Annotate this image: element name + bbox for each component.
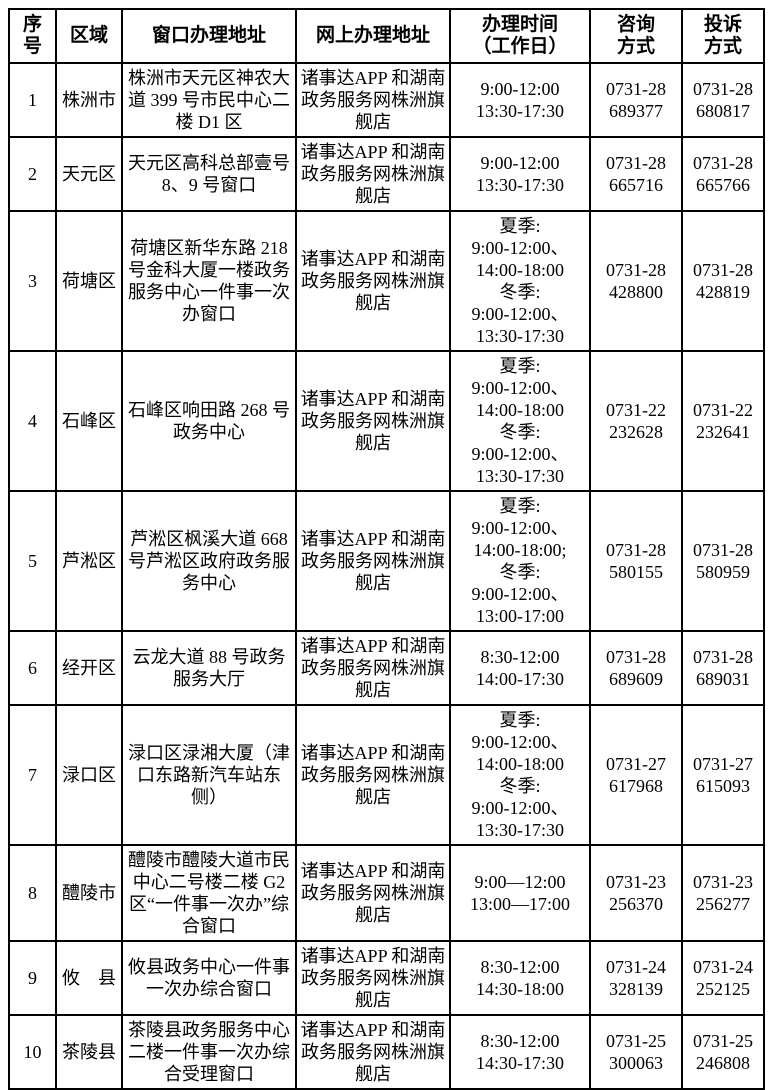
- table-row: 7 渌口区 渌口区渌湘大厦（津口东路新汽车站东侧） 诸事达APP 和湖南政务服务…: [8, 704, 765, 846]
- serial-cell: 6: [8, 630, 57, 706]
- complaint-phone-cell: 0731-25 246808: [681, 1014, 765, 1090]
- header-online-address: 网上办理地址: [295, 8, 451, 64]
- complaint-phone-cell: 0731-23 256277: [681, 844, 765, 942]
- consult-phone-cell: 0731-23 256370: [589, 844, 683, 942]
- consult-phone-cell: 0731-28 428800: [589, 210, 683, 352]
- table-row: 6 经开区 云龙大道 88 号政务服务大厅 诸事达APP 和湖南政务服务网株洲旗…: [8, 630, 765, 706]
- table-row: 10 茶陵县 茶陵县政务服务中心二楼一件事一次办综合受理窗口 诸事达APP 和湖…: [8, 1014, 765, 1090]
- serial-cell: 9: [8, 940, 57, 1016]
- table-row: 3 荷塘区 荷塘区新华东路 218 号金科大厦一楼政务服务中心一件事一次办窗口 …: [8, 210, 765, 352]
- address-cell: 云龙大道 88 号政务服务大厅: [121, 630, 297, 706]
- serial-cell: 8: [8, 844, 57, 942]
- region-cell: 株洲市: [55, 62, 123, 138]
- region-cell: 石峰区: [55, 350, 123, 492]
- online-address-cell: 诸事达APP 和湖南政务服务网株洲旗舰店: [295, 210, 451, 352]
- serial-cell: 10: [8, 1014, 57, 1090]
- header-window-address: 窗口办理地址: [121, 8, 297, 64]
- table-row: 2 天元区 天元区高科总部壹号 8、9 号窗口 诸事达APP 和湖南政务服务网株…: [8, 136, 765, 212]
- address-cell: 茶陵县政务服务中心二楼一件事一次办综合受理窗口: [121, 1014, 297, 1090]
- table-row: 1 株洲市 株洲市天元区神农大道 399 号市民中心二楼 D1 区 诸事达APP…: [8, 62, 765, 138]
- table-row: 5 芦淞区 芦淞区枫溪大道 668 号芦淞区政府政务服务中心 诸事达APP 和湖…: [8, 490, 765, 632]
- region-cell: 攸 县: [55, 940, 123, 1016]
- header-consult-phone: 咨询 方式: [589, 8, 683, 64]
- online-address-cell: 诸事达APP 和湖南政务服务网株洲旗舰店: [295, 704, 451, 846]
- online-address-cell: 诸事达APP 和湖南政务服务网株洲旗舰店: [295, 940, 451, 1016]
- complaint-phone-cell: 0731-22 232641: [681, 350, 765, 492]
- consult-phone-cell: 0731-24 328139: [589, 940, 683, 1016]
- consult-phone-cell: 0731-28 689377: [589, 62, 683, 138]
- consult-phone-cell: 0731-22 232628: [589, 350, 683, 492]
- header-complaint-phone: 投诉 方式: [681, 8, 765, 64]
- serial-cell: 2: [8, 136, 57, 212]
- region-cell: 芦淞区: [55, 490, 123, 632]
- address-cell: 攸县政务中心一件事一次办综合窗口: [121, 940, 297, 1016]
- region-cell: 荷塘区: [55, 210, 123, 352]
- complaint-phone-cell: 0731-28 680817: [681, 62, 765, 138]
- hours-cell: 8:30-12:00 14:30-17:30: [449, 1014, 591, 1090]
- consult-phone-cell: 0731-28 665716: [589, 136, 683, 212]
- online-address-cell: 诸事达APP 和湖南政务服务网株洲旗舰店: [295, 136, 451, 212]
- hours-cell: 8:30-12:00 14:30-18:00: [449, 940, 591, 1016]
- consult-phone-cell: 0731-27 617968: [589, 704, 683, 846]
- complaint-phone-cell: 0731-28 689031: [681, 630, 765, 706]
- hours-cell: 9:00-12:00 13:30-17:30: [449, 62, 591, 138]
- header-region: 区域: [55, 8, 123, 64]
- service-locations-table: 序 号 区域 窗口办理地址 网上办理地址 办理时间 （工作日） 咨询 方式 投诉…: [8, 8, 765, 1090]
- online-address-cell: 诸事达APP 和湖南政务服务网株洲旗舰店: [295, 490, 451, 632]
- address-cell: 醴陵市醴陵大道市民中心二号楼二楼 G2 区“一件事一次办”综合窗口: [121, 844, 297, 942]
- online-address-cell: 诸事达APP 和湖南政务服务网株洲旗舰店: [295, 62, 451, 138]
- serial-cell: 4: [8, 350, 57, 492]
- online-address-cell: 诸事达APP 和湖南政务服务网株洲旗舰店: [295, 1014, 451, 1090]
- consult-phone-cell: 0731-25 300063: [589, 1014, 683, 1090]
- hours-cell: 9:00—12:00 13:00—17:00: [449, 844, 591, 942]
- complaint-phone-cell: 0731-28 428819: [681, 210, 765, 352]
- region-cell: 经开区: [55, 630, 123, 706]
- serial-cell: 3: [8, 210, 57, 352]
- header-serial-number: 序 号: [8, 8, 57, 64]
- complaint-phone-cell: 0731-28 665766: [681, 136, 765, 212]
- complaint-phone-cell: 0731-24 252125: [681, 940, 765, 1016]
- consult-phone-cell: 0731-28 580155: [589, 490, 683, 632]
- region-cell: 茶陵县: [55, 1014, 123, 1090]
- table-row: 8 醴陵市 醴陵市醴陵大道市民中心二号楼二楼 G2 区“一件事一次办”综合窗口 …: [8, 844, 765, 942]
- hours-cell: 夏季: 9:00-12:00、 14:00-18:00 冬季: 9:00-12:…: [449, 210, 591, 352]
- hours-cell: 夏季: 9:00-12:00、 14:00-18:00 冬季: 9:00-12:…: [449, 704, 591, 846]
- complaint-phone-cell: 0731-27 615093: [681, 704, 765, 846]
- hours-cell: 夏季: 9:00-12:00、 14:00-18:00; 冬季: 9:00-12…: [449, 490, 591, 632]
- table-header-row: 序 号 区域 窗口办理地址 网上办理地址 办理时间 （工作日） 咨询 方式 投诉…: [8, 8, 765, 64]
- address-cell: 株洲市天元区神农大道 399 号市民中心二楼 D1 区: [121, 62, 297, 138]
- online-address-cell: 诸事达APP 和湖南政务服务网株洲旗舰店: [295, 350, 451, 492]
- hours-cell: 8:30-12:00 14:00-17:30: [449, 630, 591, 706]
- online-address-cell: 诸事达APP 和湖南政务服务网株洲旗舰店: [295, 630, 451, 706]
- table-row: 9 攸 县 攸县政务中心一件事一次办综合窗口 诸事达APP 和湖南政务服务网株洲…: [8, 940, 765, 1016]
- region-cell: 天元区: [55, 136, 123, 212]
- serial-cell: 7: [8, 704, 57, 846]
- header-hours: 办理时间 （工作日）: [449, 8, 591, 64]
- serial-cell: 1: [8, 62, 57, 138]
- online-address-cell: 诸事达APP 和湖南政务服务网株洲旗舰店: [295, 844, 451, 942]
- document-page: 序 号 区域 窗口办理地址 网上办理地址 办理时间 （工作日） 咨询 方式 投诉…: [8, 8, 765, 1090]
- address-cell: 天元区高科总部壹号 8、9 号窗口: [121, 136, 297, 212]
- hours-cell: 夏季: 9:00-12:00、 14:00-18:00 冬季: 9:00-12:…: [449, 350, 591, 492]
- complaint-phone-cell: 0731-28 580959: [681, 490, 765, 632]
- region-cell: 醴陵市: [55, 844, 123, 942]
- hours-cell: 9:00-12:00 13:30-17:30: [449, 136, 591, 212]
- address-cell: 石峰区响田路 268 号政务中心: [121, 350, 297, 492]
- serial-cell: 5: [8, 490, 57, 632]
- consult-phone-cell: 0731-28 689609: [589, 630, 683, 706]
- address-cell: 渌口区渌湘大厦（津口东路新汽车站东侧）: [121, 704, 297, 846]
- table-row: 4 石峰区 石峰区响田路 268 号政务中心 诸事达APP 和湖南政务服务网株洲…: [8, 350, 765, 492]
- address-cell: 芦淞区枫溪大道 668 号芦淞区政府政务服务中心: [121, 490, 297, 632]
- region-cell: 渌口区: [55, 704, 123, 846]
- address-cell: 荷塘区新华东路 218 号金科大厦一楼政务服务中心一件事一次办窗口: [121, 210, 297, 352]
